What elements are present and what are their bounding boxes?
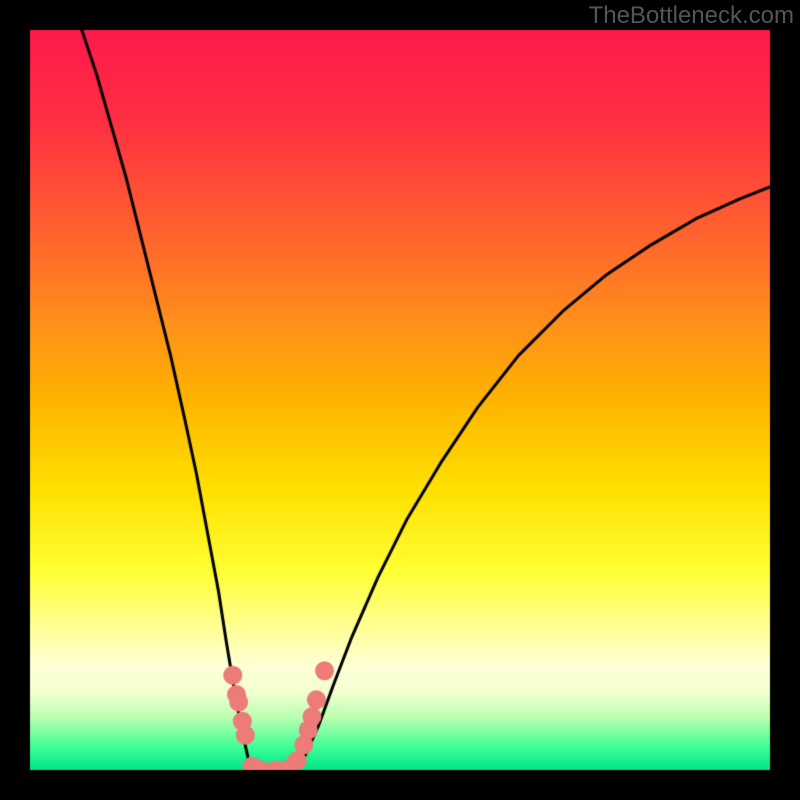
watermark-text: TheBottleneck.com [589,2,794,30]
figure-root: TheBottleneck.com [0,0,800,800]
bottleneck-curve-canvas [0,0,800,800]
